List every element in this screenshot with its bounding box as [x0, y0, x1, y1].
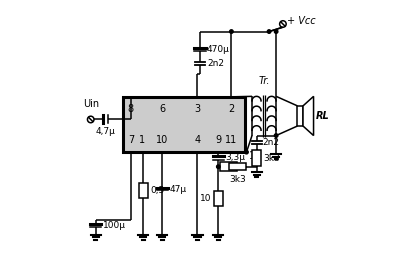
Text: 100μ: 100μ [103, 221, 126, 230]
Text: 470μ: 470μ [207, 45, 230, 54]
Polygon shape [303, 96, 314, 136]
Text: 10: 10 [156, 135, 168, 145]
Circle shape [274, 30, 278, 33]
Text: 9: 9 [215, 135, 222, 145]
Bar [252, 150, 261, 166]
Circle shape [245, 150, 248, 154]
Text: 3k3: 3k3 [263, 153, 280, 163]
Text: 4: 4 [194, 135, 200, 145]
Bar [220, 162, 237, 171]
Text: 4,7μ: 4,7μ [95, 127, 115, 136]
Text: 3k3: 3k3 [229, 175, 246, 184]
Text: 6: 6 [159, 104, 165, 114]
Text: 8: 8 [128, 104, 134, 114]
Text: 1: 1 [139, 135, 145, 145]
Circle shape [267, 30, 271, 33]
Text: 3,3μ: 3,3μ [225, 153, 245, 162]
Bar [229, 163, 246, 170]
Text: 10: 10 [200, 194, 211, 203]
Text: 47μ: 47μ [169, 185, 186, 194]
Text: 2n2: 2n2 [207, 59, 224, 68]
Text: 3: 3 [194, 104, 200, 114]
Text: 0,5: 0,5 [150, 186, 165, 195]
Circle shape [274, 134, 278, 137]
Text: 2n2: 2n2 [263, 138, 280, 147]
Bar [214, 190, 223, 206]
Circle shape [230, 30, 233, 33]
Bar [123, 97, 245, 152]
Text: RL: RL [316, 111, 330, 121]
Circle shape [216, 165, 220, 168]
Text: Uin: Uin [83, 99, 99, 109]
Text: + Vcc: + Vcc [287, 16, 315, 26]
Text: 7: 7 [128, 135, 134, 145]
Text: 11: 11 [225, 135, 238, 145]
Text: 12: 12 [248, 151, 261, 161]
Bar [298, 106, 303, 126]
Text: 2: 2 [228, 104, 234, 114]
Text: Tr.: Tr. [258, 76, 270, 86]
Bar [139, 183, 148, 198]
